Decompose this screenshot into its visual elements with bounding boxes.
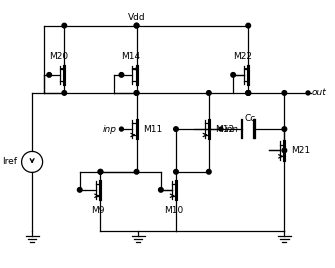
Text: M11: M11 <box>143 125 162 133</box>
Circle shape <box>207 169 211 174</box>
Text: Cc: Cc <box>244 114 255 123</box>
Text: inn: inn <box>224 125 238 133</box>
Circle shape <box>207 91 211 95</box>
Circle shape <box>158 188 163 192</box>
Circle shape <box>219 127 223 131</box>
Text: out: out <box>311 88 326 98</box>
Text: M10: M10 <box>164 206 183 215</box>
Circle shape <box>77 188 82 192</box>
Circle shape <box>62 23 67 28</box>
Circle shape <box>174 169 178 174</box>
Text: inp: inp <box>103 125 117 133</box>
Circle shape <box>98 169 103 174</box>
Circle shape <box>134 169 139 174</box>
Circle shape <box>282 148 287 153</box>
Text: Vdd: Vdd <box>128 13 145 22</box>
Circle shape <box>246 91 251 95</box>
Text: M12: M12 <box>215 125 234 133</box>
Circle shape <box>174 127 178 131</box>
Circle shape <box>134 23 139 28</box>
Circle shape <box>246 91 251 95</box>
Circle shape <box>282 127 287 131</box>
Circle shape <box>98 169 103 174</box>
Circle shape <box>134 91 139 95</box>
Circle shape <box>134 23 139 28</box>
Circle shape <box>62 91 67 95</box>
Circle shape <box>306 91 310 95</box>
Circle shape <box>47 73 52 77</box>
Circle shape <box>246 23 251 28</box>
Circle shape <box>134 91 139 95</box>
Text: M21: M21 <box>291 146 310 155</box>
Circle shape <box>120 127 123 131</box>
Text: M22: M22 <box>233 52 252 61</box>
Circle shape <box>282 91 287 95</box>
Text: M9: M9 <box>91 206 105 215</box>
Circle shape <box>231 73 236 77</box>
Text: M14: M14 <box>121 52 140 61</box>
Text: M20: M20 <box>49 52 68 61</box>
Text: Iref: Iref <box>2 157 17 166</box>
Circle shape <box>119 73 124 77</box>
Circle shape <box>246 91 251 95</box>
